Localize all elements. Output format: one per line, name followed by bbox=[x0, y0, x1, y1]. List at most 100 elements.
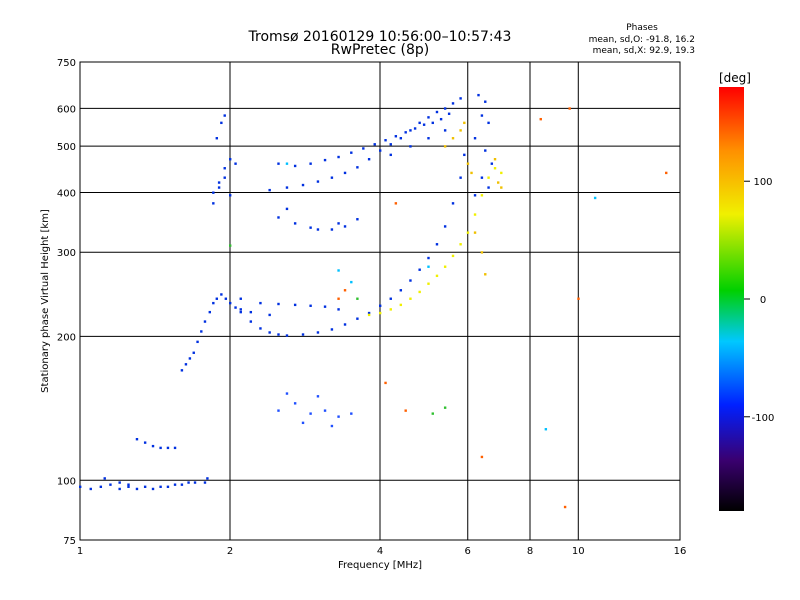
data-point bbox=[427, 116, 430, 119]
data-point bbox=[184, 363, 188, 366]
data-point bbox=[418, 268, 421, 271]
data-point bbox=[212, 202, 215, 205]
data-point bbox=[443, 129, 447, 132]
colorbar-tick-label: 100 bbox=[753, 177, 772, 188]
data-point bbox=[234, 162, 237, 165]
data-point bbox=[459, 243, 462, 246]
data-point bbox=[473, 231, 477, 234]
data-point bbox=[337, 297, 340, 300]
data-point bbox=[200, 330, 203, 333]
y-tick-label: 200 bbox=[57, 332, 76, 343]
y-tick-label: 750 bbox=[57, 58, 76, 69]
data-points bbox=[79, 93, 668, 509]
data-point bbox=[180, 483, 184, 486]
data-point bbox=[539, 117, 542, 121]
data-point bbox=[484, 100, 487, 103]
x-tick-label: 6 bbox=[465, 546, 471, 557]
data-point bbox=[473, 213, 477, 216]
data-point bbox=[293, 402, 297, 405]
y-tick-label: 75 bbox=[63, 536, 76, 547]
x-tick-label: 10 bbox=[572, 546, 585, 557]
data-point bbox=[487, 176, 490, 179]
data-point bbox=[409, 297, 412, 300]
x-tick-label: 1 bbox=[77, 546, 83, 557]
data-point bbox=[568, 107, 571, 110]
data-point bbox=[217, 186, 221, 189]
data-point bbox=[309, 304, 312, 307]
data-point bbox=[343, 323, 347, 326]
data-point bbox=[259, 327, 262, 330]
data-point bbox=[577, 297, 580, 300]
data-point bbox=[277, 333, 280, 336]
data-point bbox=[135, 487, 139, 491]
data-point bbox=[309, 162, 312, 165]
data-point bbox=[500, 171, 503, 175]
data-point bbox=[79, 485, 82, 489]
data-point bbox=[309, 226, 312, 229]
data-point bbox=[544, 428, 548, 431]
data-point bbox=[480, 176, 484, 179]
data-point bbox=[118, 487, 121, 491]
colorbar-ticks: 100 0 -100 bbox=[744, 177, 774, 424]
data-point bbox=[404, 409, 407, 412]
data-point bbox=[480, 251, 484, 254]
data-point bbox=[277, 409, 280, 412]
data-point bbox=[394, 202, 398, 205]
data-point bbox=[220, 293, 223, 296]
data-point bbox=[159, 485, 162, 489]
data-point bbox=[89, 487, 92, 491]
x-tick-label: 16 bbox=[674, 546, 687, 557]
data-point bbox=[277, 162, 280, 165]
data-point bbox=[379, 149, 382, 152]
data-point bbox=[427, 137, 430, 140]
data-point bbox=[249, 320, 253, 323]
data-point bbox=[379, 304, 382, 307]
data-point bbox=[593, 196, 597, 200]
data-point bbox=[409, 279, 412, 282]
data-point bbox=[316, 331, 320, 334]
data-point bbox=[285, 162, 289, 165]
data-point bbox=[459, 129, 462, 132]
data-point bbox=[422, 123, 426, 126]
data-point bbox=[350, 280, 353, 284]
data-point bbox=[563, 505, 567, 509]
data-point bbox=[301, 421, 305, 425]
data-point bbox=[443, 265, 447, 268]
data-point bbox=[330, 424, 334, 428]
data-point bbox=[493, 167, 497, 170]
data-point bbox=[427, 256, 430, 260]
data-point bbox=[215, 137, 219, 140]
data-point bbox=[173, 446, 177, 450]
data-point bbox=[463, 153, 466, 157]
data-point bbox=[188, 357, 192, 360]
data-point bbox=[443, 107, 447, 110]
data-point bbox=[373, 143, 376, 146]
data-point bbox=[268, 313, 271, 317]
data-point bbox=[384, 139, 387, 142]
data-point bbox=[301, 333, 305, 336]
data-point bbox=[439, 117, 443, 121]
data-point bbox=[151, 444, 155, 448]
data-point bbox=[466, 231, 470, 234]
data-point bbox=[490, 162, 494, 165]
data-point bbox=[443, 225, 447, 228]
data-point bbox=[443, 406, 447, 409]
data-point bbox=[118, 481, 121, 484]
data-point bbox=[159, 446, 162, 450]
data-point bbox=[480, 455, 484, 459]
data-point bbox=[143, 441, 147, 444]
data-point bbox=[224, 297, 228, 300]
y-axis-label: Stationary phase Virtual Height [km] bbox=[40, 209, 51, 393]
stats-x-line: mean, sd,X: 92.9, 19.3 bbox=[593, 46, 695, 56]
data-point bbox=[343, 289, 347, 292]
data-point bbox=[337, 269, 340, 272]
data-point bbox=[212, 301, 215, 305]
data-point bbox=[285, 392, 289, 395]
data-point bbox=[451, 137, 455, 140]
data-point bbox=[443, 145, 447, 148]
data-point bbox=[404, 131, 407, 134]
data-point bbox=[293, 303, 297, 307]
data-point bbox=[463, 121, 466, 125]
data-point bbox=[473, 194, 477, 197]
data-point bbox=[389, 308, 392, 311]
